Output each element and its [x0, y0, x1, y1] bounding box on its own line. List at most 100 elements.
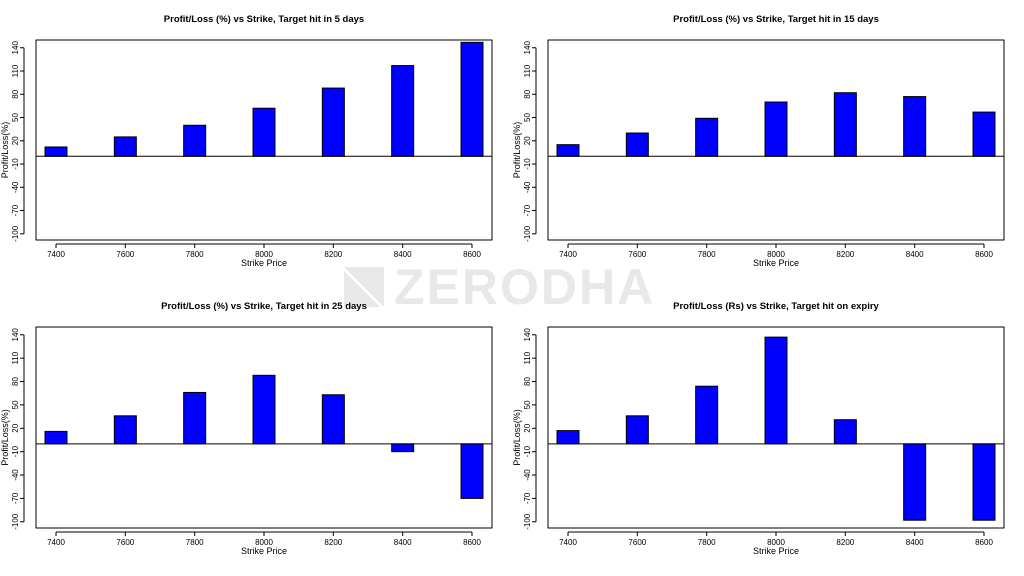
plot-frame	[35, 39, 493, 241]
y-tick-label: 140	[523, 41, 532, 55]
bar-8600	[460, 443, 484, 499]
x-tick-label: 7600	[628, 538, 646, 547]
bar-8200	[321, 87, 345, 157]
bar-7800	[695, 117, 719, 157]
chart-4: Profit/Loss (Rs) vs Strike, Target hit o…	[512, 301, 1005, 556]
y-tick-label: 80	[11, 377, 20, 386]
y-tick-label: 80	[11, 89, 20, 98]
x-tick-label: 8000	[255, 250, 273, 259]
bar-7800	[695, 385, 719, 445]
bar-7600	[625, 415, 649, 445]
y-tick-label: 110	[11, 351, 20, 364]
bar-7600	[113, 136, 137, 157]
bar-8200	[833, 419, 857, 445]
chart-title: Profit/Loss (%) vs Strike, Target hit in…	[164, 14, 364, 25]
x-tick-label: 7800	[698, 250, 716, 259]
chart-1: Profit/Loss (%) vs Strike, Target hit in…	[0, 14, 493, 268]
plot-frame	[547, 326, 1005, 529]
y-tick-label: 20	[11, 423, 20, 432]
bar-7400	[44, 146, 68, 157]
bar-8200	[833, 92, 857, 157]
y-tick-label: -70	[11, 204, 20, 216]
y-tick-label: 50	[11, 113, 20, 122]
bar-8000	[252, 107, 276, 157]
y-tick-label: -100	[523, 225, 532, 242]
y-tick-label: 110	[523, 64, 532, 77]
chart-2: Profit/Loss (%) vs Strike, Target hit in…	[512, 14, 1005, 268]
bar-8000	[764, 336, 788, 445]
chart-title: Profit/Loss (Rs) vs Strike, Target hit o…	[673, 301, 879, 312]
y-tick-label: 50	[523, 400, 532, 409]
y-tick-label: -40	[523, 181, 532, 193]
x-axis-label: Strike Price	[241, 258, 287, 268]
y-tick-label: -10	[523, 158, 532, 170]
x-tick-label: 7800	[186, 538, 204, 547]
y-axis-label: Profit/Loss(%)	[512, 122, 522, 179]
x-tick-label: 7400	[559, 538, 577, 547]
bar-8400	[903, 443, 927, 521]
y-tick-label: 20	[523, 423, 532, 432]
bar-7400	[556, 144, 580, 157]
y-tick-label: -70	[523, 204, 532, 216]
y-tick-label: 50	[11, 400, 20, 409]
y-tick-label: 140	[11, 328, 20, 342]
x-tick-label: 8200	[324, 538, 342, 547]
y-tick-label: -10	[11, 445, 20, 457]
y-tick-label: -100	[11, 513, 20, 530]
bar-8600	[460, 41, 484, 157]
y-tick-label: -10	[11, 158, 20, 170]
plot-frame	[35, 326, 493, 529]
y-tick-label: 20	[11, 136, 20, 145]
chart-3: Profit/Loss (%) vs Strike, Target hit in…	[0, 301, 493, 556]
x-tick-label: 8400	[906, 538, 924, 547]
x-axis-label: Strike Price	[753, 258, 799, 268]
chart-title: Profit/Loss (%) vs Strike, Target hit in…	[673, 14, 879, 25]
x-tick-label: 8400	[394, 538, 412, 547]
y-tick-label: -10	[523, 445, 532, 457]
bar-8400	[391, 443, 415, 453]
x-tick-label: 8600	[463, 250, 481, 259]
bar-8600	[972, 111, 996, 157]
x-tick-label: 7800	[698, 538, 716, 547]
y-tick-label: 140	[523, 328, 532, 342]
y-tick-label: -70	[11, 492, 20, 504]
x-tick-label: 8400	[394, 250, 412, 259]
y-tick-label: -40	[11, 181, 20, 193]
x-tick-label: 7400	[47, 538, 65, 547]
x-tick-label: 8600	[463, 538, 481, 547]
x-tick-label: 7600	[628, 250, 646, 259]
bar-8400	[903, 96, 927, 157]
bar-7600	[625, 132, 649, 157]
bar-8000	[252, 374, 276, 445]
x-tick-label: 8000	[767, 538, 785, 547]
y-tick-label: 110	[11, 64, 20, 77]
x-tick-label: 8600	[975, 250, 993, 259]
x-tick-label: 7400	[559, 250, 577, 259]
bar-8400	[391, 65, 415, 157]
x-tick-label: 7600	[116, 538, 134, 547]
bar-8600	[972, 443, 996, 521]
plot-frame	[547, 39, 1005, 241]
chart-title: Profit/Loss (%) vs Strike, Target hit in…	[161, 301, 367, 312]
y-tick-label: 50	[523, 113, 532, 122]
bar-7600	[113, 415, 137, 445]
x-tick-label: 8400	[906, 250, 924, 259]
x-axis-label: Strike Price	[753, 546, 799, 556]
bar-7400	[556, 430, 580, 445]
bar-7400	[44, 430, 68, 445]
y-tick-label: 110	[523, 351, 532, 364]
x-axis-label: Strike Price	[241, 546, 287, 556]
y-tick-label: -40	[11, 469, 20, 481]
y-axis-label: Profit/Loss(%)	[0, 122, 10, 179]
y-tick-label: -100	[11, 225, 20, 242]
bar-7800	[183, 124, 207, 157]
x-tick-label: 7800	[186, 250, 204, 259]
bar-7800	[183, 391, 207, 445]
bar-8200	[321, 394, 345, 445]
x-tick-label: 7600	[116, 250, 134, 259]
y-tick-label: -70	[523, 492, 532, 504]
y-axis-label: Profit/Loss(%)	[0, 409, 10, 466]
y-tick-label: -100	[523, 513, 532, 530]
y-axis-label: Profit/Loss(%)	[512, 409, 522, 466]
